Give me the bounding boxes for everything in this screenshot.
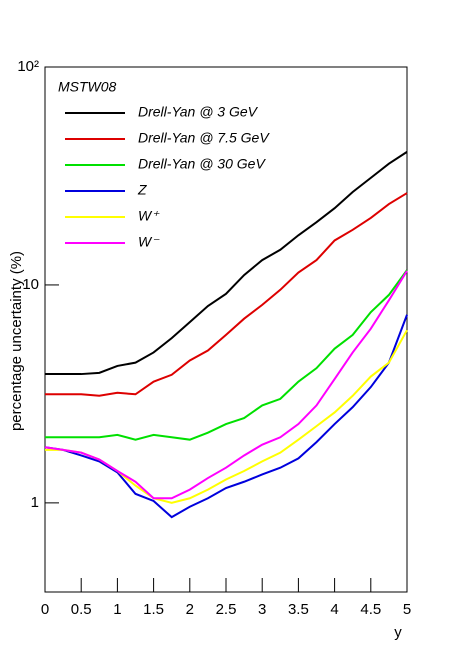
x-tick-label: 1.5 [143,601,164,618]
legend-label: Z [137,182,147,198]
x-tick-label: 1 [113,601,121,618]
x-tick-label: 0.5 [71,601,92,618]
y-tick-label: 10 [22,276,39,293]
series-line [45,151,408,376]
x-tick-label: 2 [186,601,194,618]
x-tick-label: 4.5 [360,601,381,618]
legend-label: Drell-Yan @ 3 GeV [138,104,259,120]
legend-label: Drell-Yan @ 7.5 GeV [138,130,270,146]
series-line [45,192,408,397]
y-tick-label: 1 [31,494,39,511]
series-line [44,314,408,519]
y-tick-label: 10² [17,58,39,75]
x-tick-label: 2.5 [216,601,237,618]
x-tick-label: 3.5 [288,601,309,618]
x-tick-label: 0 [41,601,49,618]
x-tick-label: 4 [330,601,338,618]
plot-frame [44,66,408,593]
x-tick-label: 3 [258,601,266,618]
series-line [45,269,408,441]
y-axis-label: percentage uncertainty (%) [8,251,25,431]
x-axis-label: y [394,624,402,641]
legend-label: W⁻ [138,234,160,250]
series-line [45,329,408,504]
legend-label: W⁺ [138,208,160,224]
x-tick-label: 5 [403,601,411,618]
series-line [44,270,408,500]
legend-title: MSTW08 [58,79,117,95]
legend-label: Drell-Yan @ 30 GeV [138,156,266,172]
